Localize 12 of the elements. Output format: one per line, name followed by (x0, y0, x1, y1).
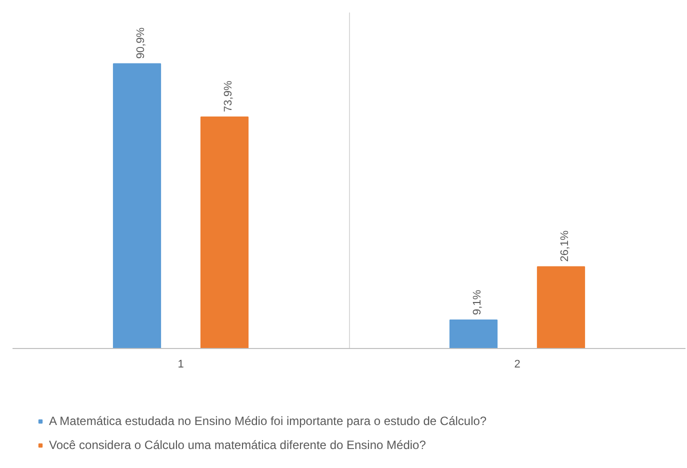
data-label: 9,1% (472, 290, 484, 315)
data-label: 73,9% (222, 80, 235, 112)
legend-label: A Matemática estudada no Ensino Médio foi importante para o estudo de Cálculo? (49, 414, 487, 428)
x-tick-label: 2 (514, 358, 520, 370)
data-label: 90,9% (135, 27, 148, 59)
legend-label: Você considera o Cálculo uma matemática diferente do Ensino Médio? (49, 438, 426, 452)
bar (449, 319, 498, 348)
x-tick-label: 1 (178, 358, 184, 370)
bar (200, 116, 249, 348)
bar (112, 63, 162, 348)
bar (536, 266, 586, 348)
data-label: 26,1% (559, 230, 572, 262)
